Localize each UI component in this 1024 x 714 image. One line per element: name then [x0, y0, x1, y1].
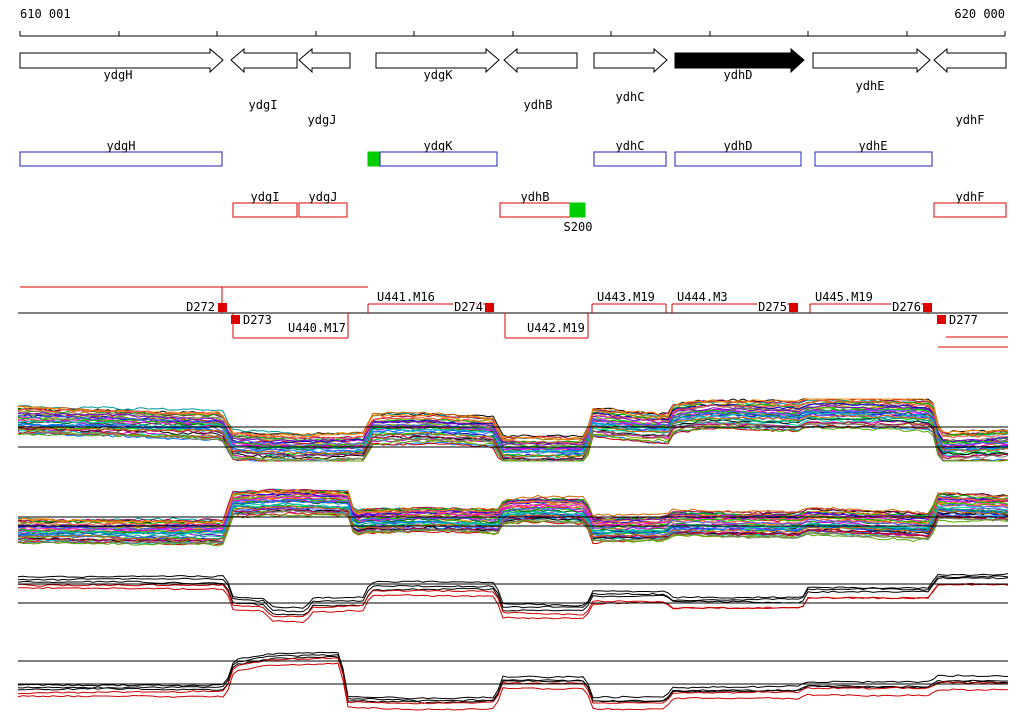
- reverse-gene-box-label-ydgI: ydgI: [251, 190, 280, 204]
- start-marker-ydgK: [367, 151, 381, 167]
- gene-arrow-ydhB: [503, 47, 578, 74]
- signal-trace-track2: [17, 499, 1009, 533]
- reverse-gene-box-ydhB: [499, 202, 571, 218]
- marker-label-S200: S200: [564, 220, 593, 234]
- signal-trace-track2: [17, 505, 1009, 541]
- segment-label-D273: D273: [243, 313, 272, 327]
- reverse-gene-box-label-ydhF: ydhF: [956, 190, 985, 204]
- segment-label-U443.M19: U443.M19: [597, 290, 655, 304]
- signal-trace-track1: [17, 405, 1009, 447]
- segment-marker-D276: [923, 303, 932, 312]
- gene-arrow-label-ydgJ: ydgJ: [308, 113, 337, 127]
- signal-trace-track1: [17, 414, 1009, 458]
- gene-arrow-ydgH: [19, 47, 224, 74]
- segment-marker-D272: [218, 303, 227, 312]
- gene-arrow-label-ydgK: ydgK: [424, 68, 454, 82]
- segment-marker-D273: [231, 315, 240, 324]
- signal-trace-track4: [17, 655, 1009, 704]
- forward-gene-box-label-ydgK: ydgK: [424, 139, 454, 153]
- signal-trace-track1: [17, 426, 1009, 462]
- segment-label-U442.M19: U442.M19: [527, 321, 585, 335]
- gene-arrow-ydhC: [593, 47, 668, 74]
- segment-label-D275: D275: [758, 300, 787, 314]
- signal-trace-track2: [17, 498, 1009, 531]
- gene-arrow-ydgK: [375, 47, 500, 74]
- signal-trace-track2: [17, 498, 1009, 533]
- forward-gene-box-label-ydhE: ydhE: [859, 139, 888, 153]
- gene-arrow-label-ydhD: ydhD: [724, 68, 753, 82]
- reverse-gene-box-label-ydgJ: ydgJ: [309, 190, 338, 204]
- forward-gene-box-ydhD: [674, 151, 802, 167]
- ruler-start-label: 610 001: [20, 7, 71, 21]
- segment-marker-D277: [937, 315, 946, 324]
- signal-trace-track2: [17, 489, 1009, 524]
- signal-trace-track1: [17, 399, 1008, 444]
- signal-trace-track1: [17, 411, 1009, 454]
- forward-gene-box-label-ydhD: ydhD: [724, 139, 753, 153]
- ruler-end-label: 620 000: [954, 7, 1005, 21]
- signal-trace-track2: [17, 509, 1009, 545]
- signal-trace-track3: [17, 573, 1009, 609]
- forward-gene-box-label-ydhC: ydhC: [616, 139, 645, 153]
- signal-trace-track3: [17, 576, 1009, 616]
- gene-arrow-ydhE: [812, 47, 931, 74]
- signal-trace-track1: [17, 421, 1009, 462]
- gene-arrow-label-ydhF: ydhF: [956, 113, 985, 127]
- forward-gene-box-ydhC: [593, 151, 667, 167]
- segment-marker-D275: [789, 303, 798, 312]
- gene-arrow-ydhD: [674, 47, 805, 74]
- segment-label-D277: D277: [949, 313, 978, 327]
- gene-arrow-label-ydhC: ydhC: [616, 90, 645, 104]
- segment-label-U441.M16: U441.M16: [377, 290, 435, 304]
- signal-trace-track1: [17, 411, 1009, 454]
- signal-trace-track1: [17, 402, 1009, 445]
- gene-arrow-label-ydhB: ydhB: [524, 98, 553, 112]
- signal-trace-track1: [17, 398, 1009, 441]
- signal-trace-track3: [18, 582, 1009, 624]
- signal-trace-track1: [17, 415, 1009, 458]
- signal-trace-track3: [17, 575, 1009, 613]
- gene-arrow-label-ydgI: ydgI: [249, 98, 278, 112]
- segment-label-D274: D274: [454, 300, 483, 314]
- segment-label-D276: D276: [892, 300, 921, 314]
- signal-trace-track2: [17, 492, 1009, 527]
- reverse-gene-box-ydhF: [933, 202, 1007, 218]
- segment-label-U445.M19: U445.M19: [815, 290, 873, 304]
- gene-arrow-label-ydgH: ydgH: [104, 68, 133, 82]
- reverse-gene-box-ydgI: [232, 202, 298, 218]
- forward-gene-box-ydgH: [19, 151, 223, 167]
- segment-marker-D274: [485, 303, 494, 312]
- signal-trace-track4: [17, 657, 1009, 705]
- forward-gene-box-ydgK: [379, 151, 498, 167]
- gene-arrow-ydgJ: [298, 47, 351, 74]
- segment-label-U440.M17: U440.M17: [288, 321, 346, 335]
- gene-arrow-ydhF: [933, 47, 1007, 74]
- reverse-gene-box-ydgJ: [298, 202, 348, 218]
- end-marker-ydhB: [569, 202, 586, 218]
- signal-trace-track2: [17, 502, 1009, 538]
- gene-arrow-label-ydhE: ydhE: [856, 79, 885, 93]
- signal-trace-track4: [17, 654, 1009, 702]
- signal-trace-track2: [17, 513, 1009, 547]
- signal-trace-track4: [17, 662, 1009, 711]
- forward-gene-box-label-ydgH: ydgH: [107, 139, 136, 153]
- segment-label-D272: D272: [186, 300, 215, 314]
- gene-arrow-ydgI: [230, 47, 298, 74]
- forward-gene-box-ydhE: [814, 151, 933, 167]
- reverse-gene-box-label-ydhB: ydhB: [521, 190, 550, 204]
- segment-label-U444.M3: U444.M3: [677, 290, 728, 304]
